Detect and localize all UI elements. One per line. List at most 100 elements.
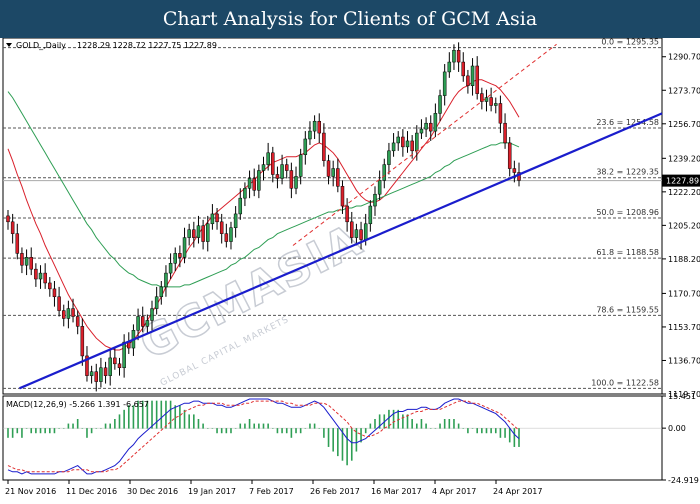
candle-body: [433, 113, 438, 132]
candle-body: [24, 257, 29, 266]
fibonacci-level-label: 78.6 = 1159.55: [596, 305, 659, 314]
candle-body: [206, 223, 210, 242]
candle-body: [470, 65, 475, 86]
current-price-label: 1227.89: [666, 177, 699, 186]
fibonacci-level-label: 50.0 = 1208.96: [596, 208, 659, 217]
x-tick-label: 26 Feb 2017: [310, 487, 360, 496]
candle-body: [284, 164, 289, 171]
candle-body: [233, 213, 238, 228]
candle-body: [275, 174, 280, 179]
candle-body: [377, 180, 382, 195]
candle-body: [331, 168, 335, 177]
candle-body: [48, 282, 52, 290]
y-tick-label: 1239.20: [668, 154, 700, 163]
candle-body: [173, 253, 177, 264]
candle-body: [196, 225, 201, 238]
candle-body: [66, 308, 71, 319]
candle-body: [257, 170, 261, 191]
candle-body: [89, 371, 94, 376]
candle-body: [159, 286, 164, 298]
candle-body: [484, 97, 489, 102]
macd-y-tick-label: -24.919: [668, 476, 699, 485]
candle-body: [219, 221, 224, 234]
candle-body: [243, 188, 247, 199]
candle-body: [215, 213, 219, 223]
candle-body: [382, 164, 387, 181]
x-tick-label: 21 Nov 2016: [5, 487, 56, 496]
candle-body: [145, 320, 150, 327]
candle-body: [252, 178, 256, 191]
candle-body: [345, 205, 349, 223]
candle-body: [410, 140, 414, 152]
candle-body: [15, 233, 20, 254]
symbol-info: GOLD_,Daily: [16, 41, 66, 50]
candle-body: [391, 142, 396, 152]
candle-body: [322, 132, 326, 161]
candle-body: [289, 170, 294, 189]
candle-body: [517, 172, 521, 181]
candle-body: [117, 363, 122, 369]
y-tick-label: 1136.70: [668, 356, 700, 365]
candle-body: [224, 233, 229, 242]
candle-body: [61, 310, 66, 319]
fibonacci-level-label: 38.2 = 1229.35: [596, 168, 659, 177]
candle-body: [94, 371, 99, 382]
candle-body: [140, 316, 145, 327]
macd-panel-frame: [2, 395, 663, 481]
candle-body: [340, 186, 345, 207]
x-tick-label: 16 Mar 2017: [371, 487, 422, 496]
candle-body: [363, 223, 368, 240]
y-tick-label: 1153.70: [668, 323, 700, 332]
candle-body: [456, 49, 461, 63]
y-tick-label: 1273.70: [668, 86, 700, 95]
candle-body: [20, 253, 24, 266]
y-tick-label: 1222.20: [668, 188, 700, 197]
macd-y-tick-label: 15.451: [668, 392, 696, 401]
candle-body: [210, 213, 215, 225]
candle-body: [280, 164, 284, 179]
candle-body: [387, 150, 391, 165]
candle-body: [317, 120, 321, 134]
candle-body: [247, 178, 252, 189]
macd-panel: 15.451 0.00 -24.919 MACD(12,26,9) -5.266 1.…: [2, 392, 699, 485]
fibonacci-level-label: 0.0 = 1295.35: [601, 38, 659, 47]
main-panel-frame: [2, 37, 663, 395]
candle-body: [354, 229, 359, 238]
candle-body: [187, 229, 191, 238]
chart-title-banner: Chart Analysis for Clients of GCM Asia: [0, 0, 700, 38]
candle-body: [507, 142, 512, 169]
x-axis: 21 Nov 2016 11 Dec 2016 30 Dec 2016 19 Jan …: [5, 480, 542, 496]
candle-body: [43, 272, 47, 284]
candle-body: [136, 316, 140, 331]
candle-body: [182, 237, 187, 258]
channel-trendline: [292, 43, 557, 246]
candle-body: [34, 268, 38, 280]
y-tick-label: 1290.70: [668, 53, 700, 62]
candle-body: [512, 168, 517, 173]
chart-area: GCMASIA GLOBAL CAPITAL MARKETS 1290.70 127…: [0, 37, 700, 500]
candle-body: [108, 357, 112, 376]
candle-body: [271, 152, 275, 175]
candle-body: [359, 229, 363, 240]
candle-body: [80, 326, 85, 357]
candle-body: [10, 221, 15, 234]
candle-body: [489, 97, 493, 106]
candle-body: [415, 132, 419, 152]
candle-body: [75, 316, 80, 327]
candle-body: [498, 103, 503, 124]
x-tick-label: 24 Apr 2017: [493, 487, 542, 496]
y-tick-label: 1188.20: [668, 255, 700, 264]
candle-body: [122, 341, 126, 369]
candle-body: [424, 122, 428, 130]
candle-body: [38, 272, 43, 280]
fibonacci-level-label: 23.6 = 1254.58: [596, 118, 659, 127]
candle-body: [150, 308, 154, 321]
candle-body: [447, 61, 452, 73]
candle-body: [71, 308, 75, 317]
candle-body: [503, 122, 507, 144]
y-tick-label: 1119.70: [668, 390, 700, 399]
x-tick-label: 30 Dec 2016: [127, 487, 178, 496]
candle-body: [261, 164, 266, 171]
candle-body: [192, 229, 196, 238]
